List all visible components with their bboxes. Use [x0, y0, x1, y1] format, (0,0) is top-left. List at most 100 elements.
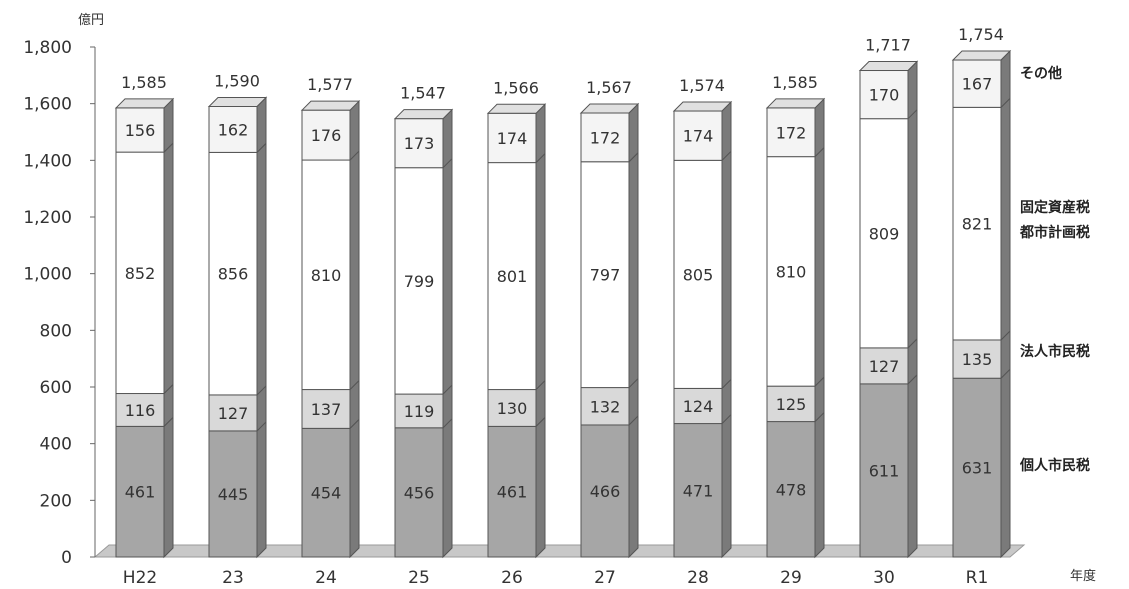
bar-segment-side — [628, 151, 639, 389]
segment-value-label: 135 — [962, 350, 993, 369]
segment-value-label: 116 — [125, 401, 156, 420]
x-tick-label: R1 — [966, 568, 989, 588]
bar-segment-side — [535, 416, 546, 559]
bar-segment-side — [442, 157, 453, 396]
bar-segment — [301, 159, 351, 391]
bar-segment-side — [814, 411, 825, 559]
total-label: 1,590 — [214, 72, 260, 91]
segment-value-label: 461 — [125, 483, 156, 502]
segment-value-label: 821 — [962, 215, 993, 234]
bar-segment-side — [349, 418, 360, 559]
bar-segment — [487, 112, 537, 164]
bar-segment-side — [907, 108, 918, 350]
bar-segment — [766, 385, 816, 423]
legend-entry: 都市計画税 — [1019, 224, 1090, 241]
segment-value-label: 172 — [776, 123, 807, 142]
bar-segment — [859, 383, 909, 558]
bar-segment-side — [535, 152, 546, 391]
bar-segment — [487, 162, 537, 391]
bar-top-face — [114, 98, 175, 109]
legend-entry: その他 — [1020, 65, 1062, 82]
bar-segment-side — [163, 416, 174, 559]
bar-segment — [673, 423, 723, 558]
bar-segment — [208, 151, 258, 396]
bar-top-face — [672, 101, 733, 112]
bar-segment — [487, 389, 537, 427]
segment-value-label: 173 — [404, 134, 435, 153]
bar-segment — [952, 377, 1002, 558]
segment-value-label: 611 — [869, 461, 900, 480]
segment-value-label: 162 — [218, 120, 249, 139]
y-tick-label: 200 — [40, 491, 72, 511]
bar-top-face — [393, 109, 454, 120]
x-tick-label: H22 — [123, 568, 157, 588]
bar-segment-side — [1000, 49, 1011, 109]
bar-segment — [115, 107, 165, 153]
bar-top-face — [486, 103, 547, 114]
segment-value-label: 176 — [311, 126, 342, 145]
total-label: 1,585 — [121, 73, 167, 92]
bars: 461 116 852 156 1,585 445 127 856 162 1,590 454 137… — [114, 25, 1012, 559]
segment-value-label: 799 — [404, 272, 435, 291]
segment-value-label: 809 — [869, 224, 900, 243]
x-tick-label: 28 — [687, 568, 709, 588]
legend-entry: 固定資産税 — [1020, 199, 1090, 216]
bar-segment — [673, 159, 723, 389]
y-tick-label: 0 — [61, 548, 72, 568]
segment-value-label: 810 — [311, 266, 342, 285]
y-tick-label: 1,200 — [23, 208, 72, 228]
legend-entry: 法人市民税 — [1020, 343, 1090, 360]
x-tick-label: 27 — [594, 568, 616, 588]
y-unit-label: 億円 — [78, 12, 104, 28]
bar-segment — [952, 59, 1002, 108]
bar-segment — [952, 339, 1002, 379]
bar-segment-side — [721, 150, 732, 390]
bar-segment-side — [535, 103, 546, 164]
bar-segment-side — [721, 100, 732, 162]
bar-segment — [859, 347, 909, 385]
x-axis: H22 23 24 25 26 27 28 29 30 R1 — [123, 568, 989, 588]
y-tick-label: 1,800 — [23, 38, 72, 58]
bar-segment — [301, 427, 351, 558]
x-tick-label: 26 — [501, 568, 523, 588]
segment-value-label: 119 — [404, 402, 435, 421]
y-tick-label: 800 — [40, 321, 72, 341]
total-label: 1,574 — [679, 76, 725, 95]
segment-value-label: 631 — [962, 459, 993, 478]
bar-segment-side — [1000, 97, 1011, 342]
segment-value-label: 167 — [962, 75, 993, 94]
x-tick-label: 29 — [780, 568, 802, 588]
segment-value-label: 124 — [683, 397, 714, 416]
bar-segment — [859, 70, 909, 120]
bar-top-face — [858, 61, 919, 72]
bar-segment-side — [163, 141, 174, 395]
total-label: 1,547 — [400, 84, 446, 103]
y-tick-label: 1,600 — [23, 95, 72, 115]
segment-value-label: 456 — [404, 483, 435, 502]
bar-segment — [766, 421, 816, 558]
total-label: 1,754 — [958, 25, 1004, 44]
total-label: 1,567 — [586, 78, 632, 97]
bar-top-face — [300, 100, 361, 111]
segment-value-label: 125 — [776, 395, 807, 414]
bar-segment — [394, 427, 444, 558]
segment-value-label: 856 — [218, 265, 249, 284]
y-tick-label: 600 — [40, 378, 72, 398]
x-tick-label: 24 — [315, 568, 337, 588]
total-label: 1,717 — [865, 36, 911, 55]
bar-segment-side — [349, 149, 360, 391]
bar-segment-side — [628, 414, 639, 559]
legend-entry: 個人市民税 — [1019, 457, 1090, 474]
bar-segment-side — [721, 413, 732, 559]
segment-value-label: 156 — [125, 121, 156, 140]
bar-top-face — [765, 98, 826, 109]
total-label: 1,585 — [772, 73, 818, 92]
segment-value-label: 810 — [776, 262, 807, 281]
y-tick-label: 400 — [40, 435, 72, 455]
bar-segment — [859, 118, 909, 349]
segment-value-label: 174 — [683, 127, 714, 146]
bar-segment — [208, 430, 258, 558]
segment-value-label: 445 — [218, 485, 249, 504]
bar-segment — [301, 389, 351, 429]
